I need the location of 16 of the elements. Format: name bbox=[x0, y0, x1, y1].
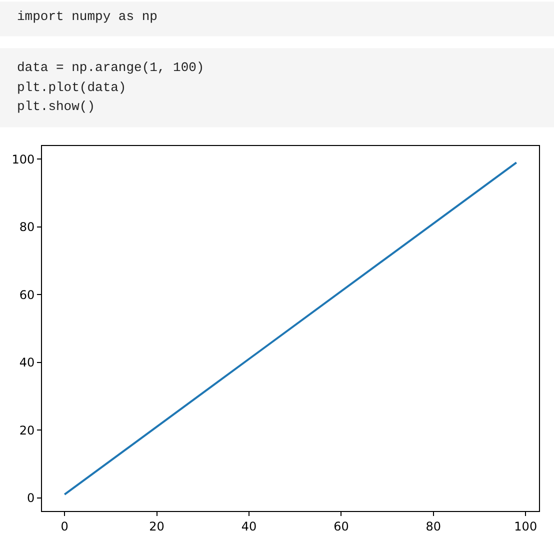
x-tick-label: 40 bbox=[241, 519, 257, 534]
x-tick-label: 60 bbox=[334, 519, 349, 534]
text: plt.plot(data) bbox=[17, 80, 126, 95]
x-tick-label: 20 bbox=[149, 519, 164, 534]
x-tick-label: 80 bbox=[426, 519, 442, 534]
y-tick-label: 100 bbox=[12, 152, 35, 166]
text: data = np.arange(1, 100) bbox=[17, 60, 204, 75]
y-tick-label: 80 bbox=[19, 220, 35, 234]
x-tick-label: 0 bbox=[60, 519, 68, 534]
text: plt.show() bbox=[17, 99, 96, 114]
x-tick-label: 100 bbox=[514, 519, 538, 534]
y-tick-label: 20 bbox=[19, 423, 35, 438]
text: import numpy as np bbox=[17, 9, 158, 24]
y-tick-label: 0 bbox=[26, 490, 35, 505]
y-tick-label: 60 bbox=[19, 288, 35, 302]
y-tick-label: 40 bbox=[19, 356, 35, 370]
